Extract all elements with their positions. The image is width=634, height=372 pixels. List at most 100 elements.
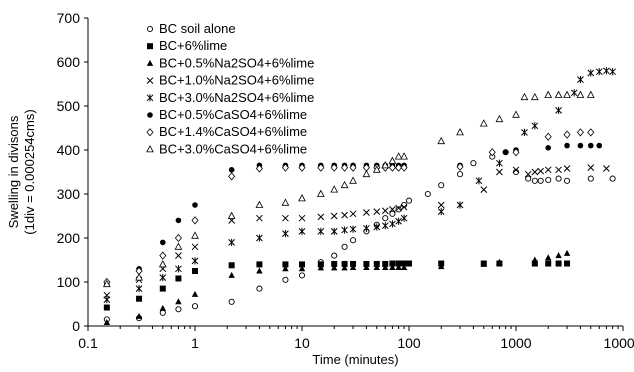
data-point-series-7 <box>394 152 403 160</box>
data-point-series-4 <box>389 220 396 228</box>
data-point-series-7 <box>576 90 585 98</box>
legend-label-6: BC+1.4%CaSO4+6%lime <box>159 124 307 139</box>
marker-shape <box>340 180 349 189</box>
data-point-series-2 <box>395 263 402 270</box>
data-point-series-7 <box>586 90 595 98</box>
data-point-series-4 <box>475 177 483 185</box>
data-point-series-1 <box>389 260 396 267</box>
marker-shape <box>512 148 520 157</box>
marker-shape <box>587 142 594 149</box>
marker-shape <box>349 263 357 270</box>
data-point-series-2 <box>228 271 235 278</box>
marker-shape <box>135 273 143 281</box>
marker-shape <box>424 190 431 198</box>
legend-marker-2 <box>146 59 154 66</box>
data-point-series-2 <box>545 254 552 261</box>
data-point-series-0 <box>587 175 594 182</box>
data-point-series-4 <box>373 223 381 231</box>
legend-label-7: BC+3.0%CaSO4+6%lime <box>159 141 307 156</box>
data-point-series-7 <box>340 180 349 189</box>
x-tick-label: 10000 <box>604 335 634 351</box>
marker-shape <box>228 172 236 181</box>
data-point-series-7 <box>158 260 167 268</box>
data-point-series-7 <box>135 273 143 281</box>
marker-shape <box>531 260 538 267</box>
data-point-series-2 <box>298 265 306 272</box>
data-point-series-3 <box>373 208 381 215</box>
data-point-series-2 <box>135 312 143 319</box>
data-point-series-2 <box>282 265 289 272</box>
data-point-series-3 <box>395 204 402 212</box>
y-axis-title-line1: Swelling in divisons <box>6 115 21 228</box>
ticks-layer: 0 100 200 300 400 500 600 700 0.1 1 10 100 1000 10000 <box>57 10 634 351</box>
data-point-series-0 <box>537 177 544 184</box>
x-tick-label: 1000 <box>500 335 531 351</box>
marker-stroke <box>480 186 488 193</box>
data-point-series-6 <box>349 163 357 172</box>
data-point-series-6 <box>456 162 464 171</box>
marker-shape <box>331 252 338 259</box>
data-point-series-4 <box>395 217 402 225</box>
data-point-series-1 <box>159 285 166 292</box>
marker-shape <box>381 161 390 169</box>
x-tick-label: 100 <box>397 335 421 351</box>
data-point-series-6 <box>281 163 289 172</box>
data-point-series-7 <box>316 189 325 197</box>
marker-shape <box>191 216 199 225</box>
marker-shape <box>512 110 520 118</box>
marker-shape <box>362 169 371 178</box>
data-point-series-0 <box>609 175 616 182</box>
marker-shape <box>255 164 263 173</box>
data-point-series-1 <box>103 304 110 311</box>
legend-label-3: BC+1.0%Na2SO4+6%lime <box>159 73 314 88</box>
marker-shape <box>564 177 571 184</box>
marker-shape <box>175 275 182 282</box>
data-point-series-7 <box>191 231 199 239</box>
data-point-series-5 <box>596 142 603 149</box>
marker-shape <box>545 176 552 183</box>
data-point-series-6 <box>341 163 349 172</box>
data-point-series-6 <box>400 163 408 172</box>
data-point-series-4 <box>256 234 263 242</box>
data-point-series-1 <box>401 260 408 267</box>
marker-shape <box>596 142 603 149</box>
marker-shape <box>349 176 357 184</box>
marker-stroke <box>373 208 381 215</box>
data-point-series-4 <box>603 67 610 75</box>
marker-stroke <box>603 165 610 172</box>
marker-shape <box>146 145 154 153</box>
legend-marker-4 <box>146 94 154 102</box>
marker-shape <box>191 290 199 297</box>
data-point-series-7 <box>388 156 397 164</box>
data-point-series-4 <box>317 227 325 235</box>
data-point-series-0 <box>382 215 389 222</box>
data-point-series-4 <box>521 128 528 136</box>
data-point-series-2 <box>331 264 338 271</box>
marker-shape <box>555 260 562 267</box>
data-point-series-1 <box>256 261 263 268</box>
marker-shape <box>457 171 464 178</box>
marker-shape <box>298 265 306 272</box>
data-point-series-5 <box>577 142 584 149</box>
data-point-series-6 <box>228 172 236 181</box>
data-point-series-3 <box>544 166 552 174</box>
data-point-series-0 <box>424 190 431 198</box>
marker-stroke <box>341 211 348 219</box>
x-tick-label: 1 <box>191 335 199 351</box>
marker-shape <box>192 202 198 208</box>
marker-shape <box>456 162 464 171</box>
marker-shape <box>488 148 496 157</box>
data-point-series-3 <box>563 165 571 172</box>
data-point-series-3 <box>587 164 595 171</box>
data-point-series-0 <box>331 252 338 259</box>
marker-shape <box>317 163 325 172</box>
marker-shape <box>479 119 488 127</box>
marker-shape <box>299 261 305 268</box>
data-point-series-7 <box>400 152 408 160</box>
data-point-series-0 <box>282 276 289 283</box>
data-point-series-7 <box>281 198 290 206</box>
data-point-series-2 <box>555 252 562 259</box>
data-point-series-3 <box>537 167 545 175</box>
